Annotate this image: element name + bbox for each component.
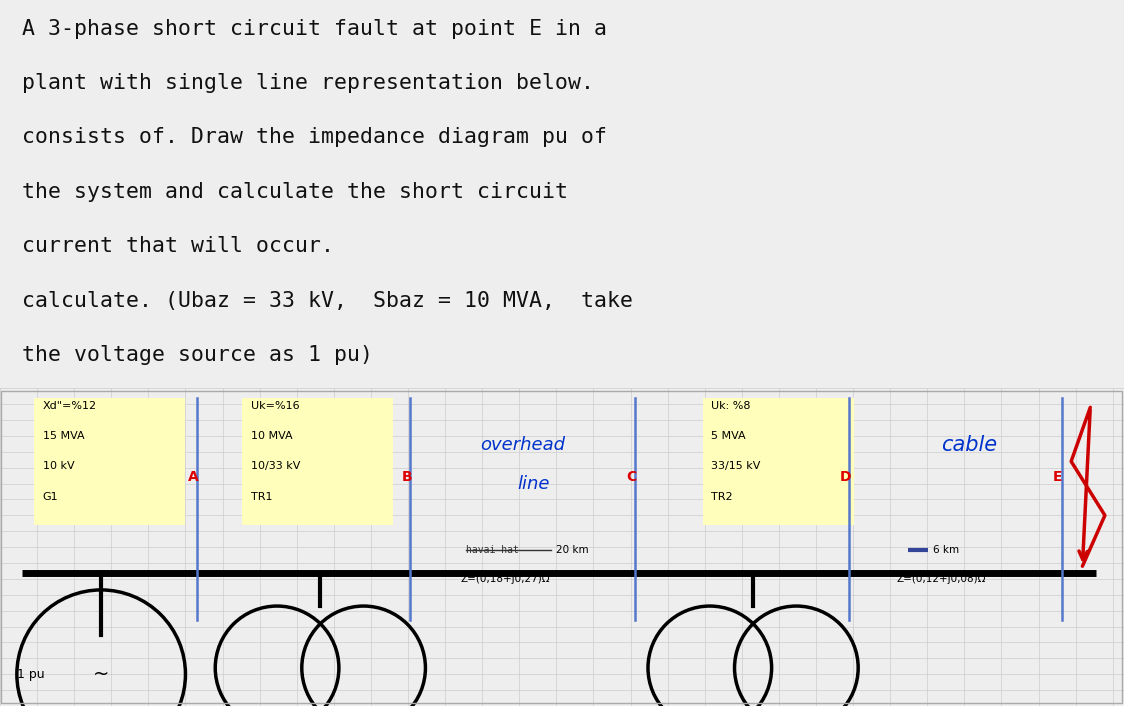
- Text: calculate. (Ubaz = 33 kV,  Sbaz = 10 MVA,  take: calculate. (Ubaz = 33 kV, Sbaz = 10 MVA,…: [22, 291, 633, 311]
- Text: consists of. Draw the impedance diagram pu of: consists of. Draw the impedance diagram …: [22, 127, 607, 148]
- Text: the voltage source as 1 pu): the voltage source as 1 pu): [22, 345, 373, 365]
- Text: plant with single line representation below.: plant with single line representation be…: [22, 73, 595, 93]
- Text: cable: cable: [941, 436, 997, 455]
- Text: 20 km: 20 km: [556, 545, 589, 556]
- Text: 15 MVA: 15 MVA: [43, 431, 84, 441]
- Text: C: C: [626, 469, 636, 484]
- Text: Z=(0,18+j0,27)Ω: Z=(0,18+j0,27)Ω: [461, 574, 551, 584]
- Text: B: B: [401, 469, 411, 484]
- Text: Uk: %8: Uk: %8: [711, 401, 751, 411]
- FancyBboxPatch shape: [34, 398, 185, 525]
- Text: havai hat: havai hat: [466, 545, 519, 556]
- Text: 1 pu: 1 pu: [17, 668, 45, 681]
- FancyBboxPatch shape: [242, 398, 393, 525]
- Text: TR2: TR2: [711, 491, 733, 501]
- Text: 10 MVA: 10 MVA: [251, 431, 292, 441]
- Text: G1: G1: [43, 491, 58, 501]
- FancyBboxPatch shape: [702, 398, 854, 525]
- Text: Xd"=%12: Xd"=%12: [43, 401, 97, 411]
- Text: 33/15 kV: 33/15 kV: [711, 462, 761, 472]
- Text: A 3-phase short circuit fault at point E in a: A 3-phase short circuit fault at point E…: [22, 19, 607, 39]
- Text: 5 MVA: 5 MVA: [711, 431, 746, 441]
- Text: Uk=%16: Uk=%16: [251, 401, 299, 411]
- Text: overhead: overhead: [480, 436, 565, 455]
- Text: line: line: [518, 474, 550, 493]
- Text: TR1: TR1: [251, 491, 272, 501]
- Text: 10/33 kV: 10/33 kV: [251, 462, 300, 472]
- Text: Z=(0,12+j0,08)Ω: Z=(0,12+j0,08)Ω: [897, 574, 987, 584]
- Text: A: A: [188, 469, 199, 484]
- Text: E: E: [1053, 469, 1062, 484]
- Text: D: D: [840, 469, 851, 484]
- Text: the system and calculate the short circuit: the system and calculate the short circu…: [22, 182, 569, 202]
- Text: 10 kV: 10 kV: [43, 462, 74, 472]
- Text: ~: ~: [93, 665, 109, 683]
- Text: current that will occur.: current that will occur.: [22, 236, 334, 256]
- Text: 6 km: 6 km: [933, 545, 959, 556]
